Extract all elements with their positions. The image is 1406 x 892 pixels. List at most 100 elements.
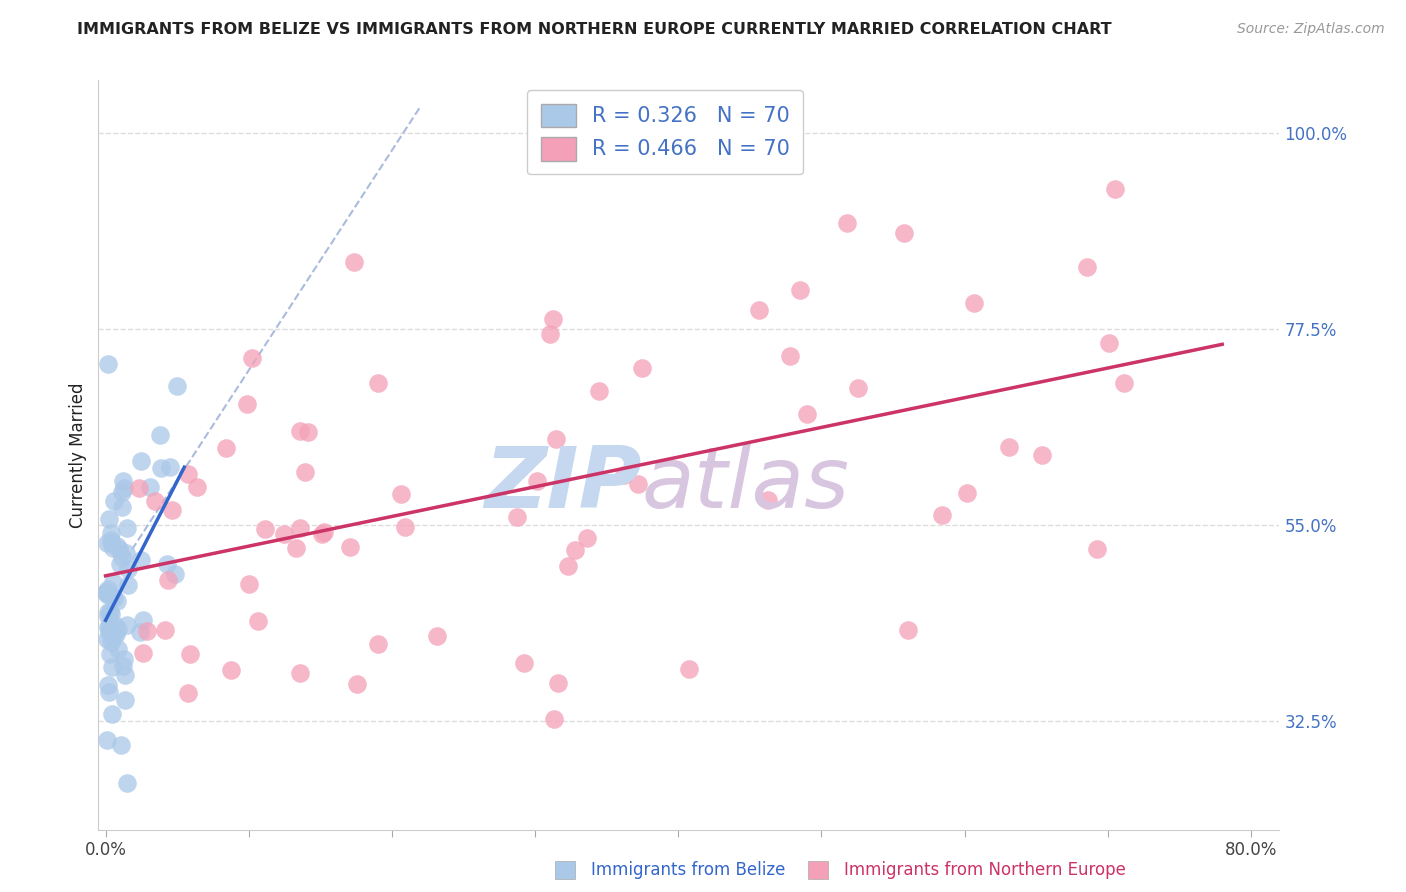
Point [294, 466, 316, 480]
Point [1112, 376, 1135, 390]
Point [114, 668, 136, 682]
Point [160, 503, 183, 517]
Point [541, 311, 564, 326]
Point [108, 557, 131, 571]
Bar [555, 861, 575, 879]
Point [505, 510, 527, 524]
Point [98, 621, 121, 635]
Y-axis label: Currently Married: Currently Married [69, 382, 87, 528]
Point [564, 543, 586, 558]
Point [177, 685, 200, 699]
Point [159, 459, 181, 474]
Point [128, 481, 150, 495]
Point [143, 493, 166, 508]
Point [97, 677, 120, 691]
Point [115, 776, 138, 790]
Point [98, 647, 121, 661]
Text: atlas: atlas [641, 443, 849, 526]
Point [312, 525, 335, 540]
Point [131, 646, 153, 660]
Point [247, 614, 270, 628]
Point [796, 407, 818, 421]
Point [1076, 260, 1098, 275]
Point [96, 536, 118, 550]
Point [96, 609, 118, 624]
Text: Immigrants from Northern Europe: Immigrants from Northern Europe [844, 861, 1125, 879]
Point [111, 659, 134, 673]
Point [956, 486, 979, 500]
Point [273, 527, 295, 541]
Point [103, 627, 125, 641]
Point [114, 546, 136, 560]
Point [789, 283, 811, 297]
Text: ZIP: ZIP [484, 443, 641, 526]
Point [311, 527, 333, 541]
Point [931, 508, 953, 523]
Point [576, 531, 599, 545]
Point [343, 254, 366, 268]
Point [97, 620, 120, 634]
Point [98, 624, 121, 639]
Point [117, 521, 139, 535]
Point [100, 607, 122, 622]
Point [111, 485, 134, 500]
Point [132, 613, 155, 627]
Point [112, 481, 135, 495]
Point [129, 454, 152, 468]
Point [101, 628, 124, 642]
Point [104, 618, 127, 632]
Point [117, 562, 139, 576]
Point [101, 660, 124, 674]
Point [284, 541, 307, 556]
Point [156, 557, 179, 571]
Point [748, 303, 770, 318]
Text: IMMIGRANTS FROM BELIZE VS IMMIGRANTS FROM NORTHERN EUROPE CURRENTLY MARRIED CORR: IMMIGRANTS FROM BELIZE VS IMMIGRANTS FRO… [77, 22, 1112, 37]
Legend: R = 0.326   N = 70, R = 0.466   N = 70: R = 0.326 N = 70, R = 0.466 N = 70 [527, 90, 803, 175]
Point [588, 384, 610, 398]
Point [157, 573, 180, 587]
Point [117, 618, 139, 632]
Point [297, 425, 319, 439]
Point [103, 494, 125, 508]
Point [149, 460, 172, 475]
Point [100, 635, 122, 649]
Point [112, 652, 135, 666]
Point [613, 467, 636, 482]
Point [367, 637, 389, 651]
Point [98, 685, 121, 699]
Point [105, 594, 128, 608]
Point [1031, 448, 1053, 462]
Point [100, 536, 122, 550]
Point [238, 577, 260, 591]
Point [97, 357, 120, 371]
Bar [808, 861, 828, 879]
Point [897, 623, 920, 637]
Point [166, 379, 188, 393]
Point [290, 665, 312, 680]
Point [1098, 335, 1121, 350]
Point [110, 739, 132, 753]
Point [149, 428, 172, 442]
Point [1085, 541, 1108, 556]
Point [538, 326, 561, 341]
Point [165, 567, 187, 582]
Point [103, 591, 125, 606]
Point [526, 474, 548, 488]
Point [97, 606, 120, 620]
Point [339, 540, 361, 554]
Point [129, 625, 152, 640]
Point [544, 432, 567, 446]
Point [101, 575, 124, 590]
Point [846, 381, 869, 395]
Point [101, 589, 124, 603]
Point [107, 641, 129, 656]
Point [254, 522, 277, 536]
Point [97, 588, 120, 602]
Point [94, 585, 117, 599]
Point [219, 663, 242, 677]
Point [288, 424, 311, 438]
Text: Source: ZipAtlas.com: Source: ZipAtlas.com [1237, 22, 1385, 37]
Point [557, 558, 579, 573]
Point [101, 706, 124, 721]
Point [101, 541, 124, 555]
